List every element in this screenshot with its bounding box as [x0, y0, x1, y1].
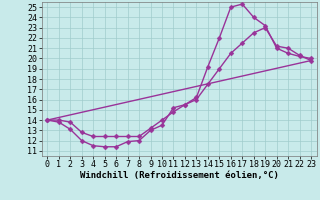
- X-axis label: Windchill (Refroidissement éolien,°C): Windchill (Refroidissement éolien,°C): [80, 171, 279, 180]
